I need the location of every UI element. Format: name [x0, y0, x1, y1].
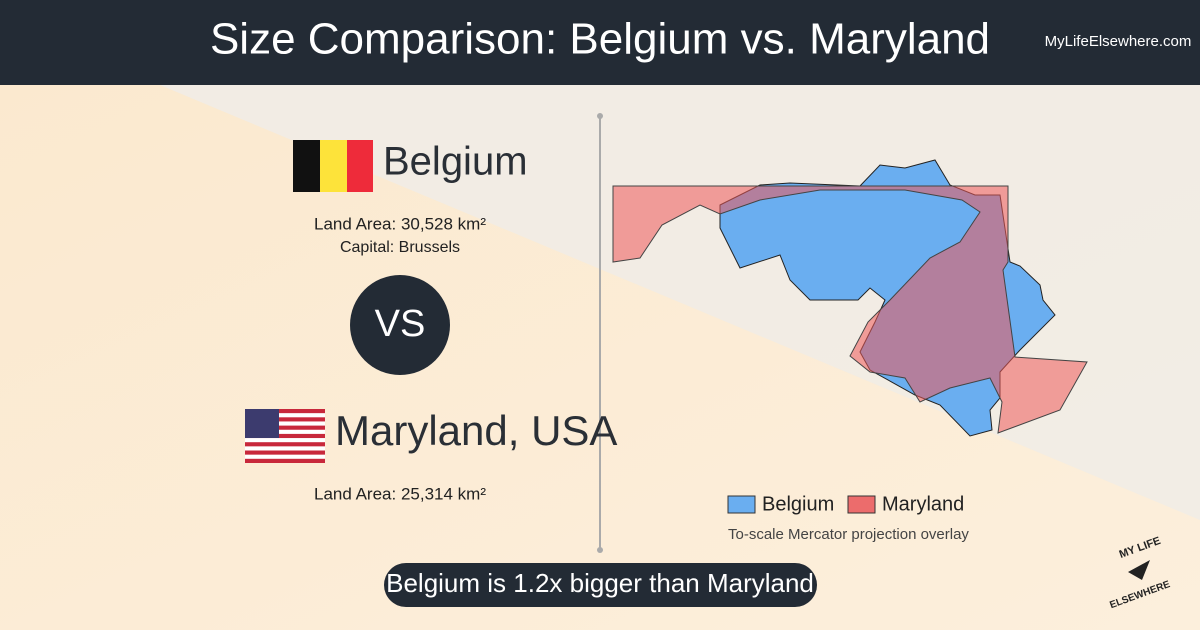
title: Size Comparison: Belgium vs. Maryland	[210, 15, 990, 64]
caption: To-scale Mercator projection overlay	[728, 526, 969, 543]
capital: Capital: Brussels	[340, 239, 460, 256]
belgium-flag	[293, 140, 373, 192]
vs-label: VS	[375, 303, 426, 345]
legend-label: Belgium	[762, 493, 834, 515]
legend-swatch	[727, 495, 756, 514]
maryland-shape	[612, 185, 1088, 434]
divider-dot	[597, 547, 603, 553]
logo-icon	[1128, 560, 1150, 580]
legend-label: Maryland	[882, 493, 964, 515]
country-name: Belgium	[383, 140, 528, 184]
land-area: Land Area: 25,314 km²	[314, 484, 486, 503]
legend-swatch	[847, 495, 876, 514]
us-flag	[245, 409, 325, 463]
site-name: MyLifeElsewhere.com	[1045, 33, 1192, 50]
country-name: Maryland, USA	[335, 407, 617, 454]
divider-dot	[597, 113, 603, 119]
vs-circle	[350, 275, 450, 375]
banner-text: Belgium is 1.2x bigger than Maryland	[386, 568, 814, 598]
banner	[384, 563, 817, 607]
header-bar	[0, 0, 1200, 85]
land-area: Land Area: 30,528 km²	[314, 214, 486, 233]
